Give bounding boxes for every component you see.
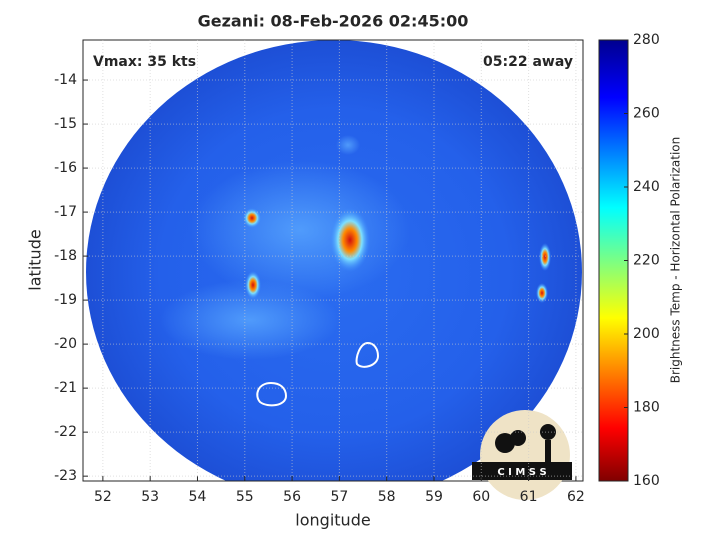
y-tick-label: -18	[54, 248, 77, 264]
annotation: 05:22 away	[483, 54, 573, 70]
x-tick-label: 56	[283, 489, 301, 505]
y-tick-label: -22	[54, 424, 77, 440]
plot-frame	[82, 39, 584, 482]
colorbar-tick-label: 280	[633, 32, 660, 48]
x-tick-label: 61	[520, 489, 538, 505]
x-tick-label: 62	[567, 489, 585, 505]
y-tick-label: -19	[54, 292, 77, 308]
x-tick-label: 58	[378, 489, 396, 505]
y-tick-label: -17	[54, 204, 77, 220]
x-tick-label: 57	[330, 489, 348, 505]
imagery	[86, 40, 582, 481]
x-tick-label: 60	[472, 489, 490, 505]
y-tick-label: -15	[54, 116, 77, 132]
y-tick-label: -23	[54, 468, 77, 484]
chart-title: Gezani: 08-Feb-2026 02:45:00	[198, 12, 469, 31]
x-tick-label: 53	[141, 489, 159, 505]
colorbar-tick-label: 200	[633, 326, 660, 342]
x-tick-label: 54	[189, 489, 207, 505]
colorbar-label: Brightness Temp - Horizontal Polarizatio…	[669, 137, 683, 384]
y-tick-label: -21	[54, 380, 77, 396]
colorbar-tick-label: 160	[633, 473, 660, 489]
logo-text: C I M S S	[497, 467, 546, 478]
colorbar-tick-label: 260	[633, 106, 660, 122]
y-tick-label: -14	[54, 72, 77, 88]
colorbar-tick-label: 180	[633, 400, 660, 416]
x-tick-label: 55	[236, 489, 254, 505]
y-axis-label: latitude	[26, 229, 45, 290]
y-tick-label: -16	[54, 160, 77, 176]
colorbar-tick-label: 220	[633, 253, 660, 269]
colorbar	[598, 39, 629, 482]
y-tick-label: -20	[54, 336, 77, 352]
x-axis-label: longitude	[295, 511, 370, 530]
colorbar-tick-label: 240	[633, 179, 660, 195]
x-tick-label: 52	[94, 489, 112, 505]
x-tick-label: 59	[425, 489, 443, 505]
annotation: Vmax: 35 kts	[93, 54, 196, 70]
logo: C I M S S	[472, 410, 572, 500]
